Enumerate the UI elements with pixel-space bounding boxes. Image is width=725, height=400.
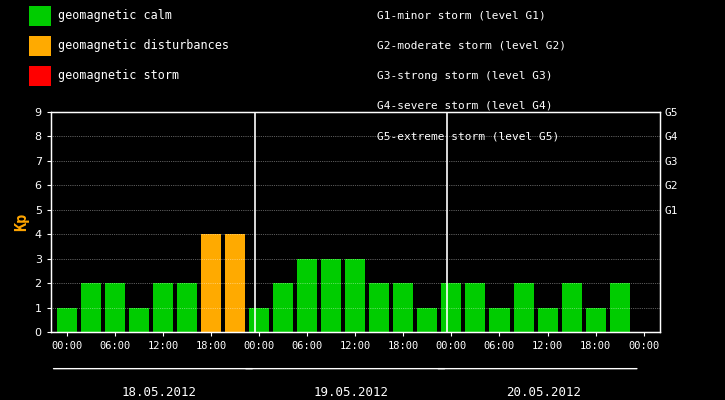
Text: geomagnetic calm: geomagnetic calm bbox=[58, 10, 172, 22]
Bar bbox=[369, 283, 389, 332]
Bar bbox=[465, 283, 486, 332]
Bar bbox=[321, 259, 341, 332]
Text: G5-extreme storm (level G5): G5-extreme storm (level G5) bbox=[377, 131, 559, 141]
Y-axis label: Kp: Kp bbox=[14, 213, 29, 231]
Text: G4-severe storm (level G4): G4-severe storm (level G4) bbox=[377, 101, 552, 111]
Bar bbox=[57, 308, 77, 332]
Bar bbox=[586, 308, 605, 332]
Bar bbox=[418, 308, 437, 332]
Text: geomagnetic storm: geomagnetic storm bbox=[58, 70, 179, 82]
Bar bbox=[562, 283, 581, 332]
Bar bbox=[513, 283, 534, 332]
Bar bbox=[297, 259, 317, 332]
Text: G2-moderate storm (level G2): G2-moderate storm (level G2) bbox=[377, 41, 566, 51]
Bar bbox=[129, 308, 149, 332]
Bar bbox=[489, 308, 510, 332]
Bar bbox=[80, 283, 101, 332]
Bar bbox=[442, 283, 461, 332]
Bar bbox=[610, 283, 630, 332]
Bar bbox=[201, 234, 221, 332]
Bar bbox=[345, 259, 365, 332]
Text: 19.05.2012: 19.05.2012 bbox=[314, 386, 389, 399]
Bar bbox=[153, 283, 173, 332]
Text: geomagnetic disturbances: geomagnetic disturbances bbox=[58, 40, 229, 52]
Bar bbox=[225, 234, 245, 332]
Bar bbox=[105, 283, 125, 332]
Bar bbox=[249, 308, 269, 332]
Text: G3-strong storm (level G3): G3-strong storm (level G3) bbox=[377, 71, 552, 81]
Bar bbox=[393, 283, 413, 332]
Text: G1-minor storm (level G1): G1-minor storm (level G1) bbox=[377, 11, 546, 21]
Text: 18.05.2012: 18.05.2012 bbox=[121, 386, 196, 399]
Text: 20.05.2012: 20.05.2012 bbox=[506, 386, 581, 399]
Bar bbox=[177, 283, 197, 332]
Bar bbox=[537, 308, 558, 332]
Bar bbox=[273, 283, 293, 332]
